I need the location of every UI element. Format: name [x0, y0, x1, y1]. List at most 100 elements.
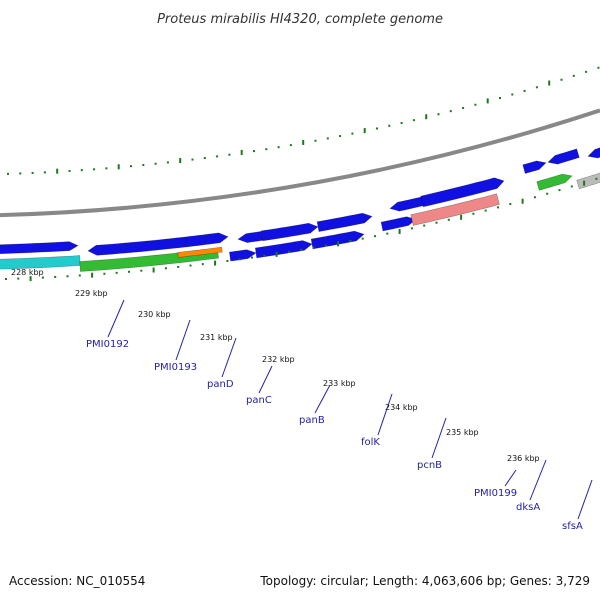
inner-minor-tick [558, 189, 561, 192]
ruler-minor-tick [228, 153, 231, 156]
ruler-major-tick [117, 164, 120, 170]
cds-arrow[interactable] [185, 232, 229, 248]
tick-label-231: 231 kbp [200, 333, 233, 342]
outer-ruler [7, 66, 600, 175]
inner-minor-tick [17, 277, 20, 280]
tick-labels: 228 kbp 229 kbp 230 kbp 231 kbp 232 kbp … [11, 268, 540, 463]
inner-minor-tick [570, 185, 573, 188]
cds-arrow[interactable] [536, 173, 573, 191]
ruler-major-tick [56, 168, 59, 174]
cds-arrow[interactable] [229, 249, 257, 262]
ruler-minor-tick [277, 146, 280, 149]
gene-label-pcnb[interactable]: pcnB [417, 460, 442, 471]
inner-minor-tick [435, 221, 438, 224]
gene-label-folk[interactable]: folK [361, 437, 380, 448]
cds-arrow[interactable] [310, 230, 365, 250]
inner-minor-tick [484, 209, 487, 212]
inner-minor-tick [546, 192, 549, 195]
cds-block[interactable] [177, 246, 223, 258]
cds-arrow[interactable] [587, 145, 600, 159]
ruler-minor-tick [412, 119, 415, 122]
gene-label-dksa[interactable]: dksA [516, 502, 540, 513]
inner-minor-tick [201, 263, 204, 266]
ruler-minor-tick [43, 171, 46, 174]
inner-minor-tick [324, 244, 327, 247]
cds-block[interactable] [576, 170, 600, 190]
tick-label-236: 236 kbp [507, 454, 540, 463]
ruler-minor-tick [253, 150, 255, 153]
ruler-minor-tick [289, 144, 292, 147]
ruler-major-tick [363, 128, 366, 134]
ruler-minor-tick [203, 157, 206, 160]
ruler-minor-tick [462, 106, 465, 109]
cds-arrow[interactable] [547, 148, 580, 165]
accession-text: Accession: NC_010554 [9, 574, 145, 588]
ruler-minor-tick [560, 78, 563, 81]
inner-minor-tick [533, 196, 536, 199]
inner-major-tick [152, 267, 155, 273]
inner-minor-tick [595, 177, 598, 180]
ruler-major-tick [425, 114, 428, 120]
gene-label-panc[interactable]: panC [246, 395, 272, 406]
ruler-minor-tick [449, 110, 452, 113]
cds-block[interactable] [0, 255, 81, 270]
cds-arrow[interactable] [254, 240, 313, 259]
cds-block[interactable] [410, 193, 500, 226]
cds-arrow[interactable] [0, 241, 79, 255]
ruler-minor-tick [130, 165, 132, 168]
cds-arrow[interactable] [389, 196, 426, 212]
label-connector-line [175, 319, 191, 361]
cds-arrow[interactable] [260, 222, 319, 242]
ruler-minor-tick [105, 167, 108, 170]
cds-arrow[interactable] [420, 177, 505, 208]
label-connector-line [314, 384, 331, 414]
ruler-minor-tick [351, 132, 354, 135]
gene-label-pmi0192[interactable]: PMI0192 [86, 339, 129, 350]
inner-major-tick [583, 180, 586, 186]
gene-label-panb[interactable]: panB [299, 415, 325, 426]
inner-minor-tick [374, 235, 376, 238]
inner-major-tick [398, 229, 401, 235]
ruler-minor-tick [597, 66, 600, 69]
gene-label-pand[interactable]: panD [207, 379, 234, 390]
inner-minor-tick [263, 254, 266, 257]
label-connector-line [221, 337, 237, 378]
inner-minor-tick [189, 264, 192, 267]
cds-arrow[interactable] [380, 216, 417, 232]
ruler-minor-tick [68, 169, 71, 172]
label-connector-line [258, 365, 273, 394]
cds-arrow[interactable] [316, 212, 373, 232]
inner-minor-tick [115, 271, 118, 274]
inner-minor-tick [226, 259, 229, 262]
map-title: Proteus mirabilis HI4320, complete genom… [157, 12, 443, 27]
cds-arrow[interactable] [522, 160, 547, 174]
inner-minor-tick [349, 240, 352, 243]
ruler-minor-tick [7, 172, 9, 175]
cds-arrow[interactable] [87, 236, 187, 256]
inner-minor-tick [287, 250, 290, 253]
genome-backbone [0, 108, 600, 218]
gene-label-pmi0199[interactable]: PMI0199 [474, 488, 517, 499]
feature-track [0, 145, 600, 272]
ruler-minor-tick [535, 86, 538, 89]
gene-label-pmi0193[interactable]: PMI0193 [154, 362, 197, 373]
inner-minor-tick [140, 269, 143, 272]
ruler-minor-tick [511, 93, 514, 96]
label-connector-line [529, 459, 547, 501]
inner-minor-tick [164, 267, 167, 270]
ruler-major-tick [486, 98, 489, 104]
gene-label-sfsa[interactable]: sfsA [562, 521, 583, 532]
ruler-minor-tick [216, 155, 219, 158]
ruler-minor-tick [523, 89, 526, 92]
tick-label-229: 229 kbp [75, 289, 108, 298]
inner-major-tick [337, 241, 340, 247]
ruler-minor-tick [437, 113, 440, 116]
inner-minor-tick [177, 265, 180, 268]
inner-minor-tick [54, 275, 57, 278]
inner-major-tick [214, 260, 217, 266]
inner-minor-tick [238, 258, 241, 261]
ruler-minor-tick [19, 172, 22, 175]
label-connector-line [577, 479, 593, 520]
cds-arrow[interactable] [237, 231, 264, 243]
label-connector-line [377, 393, 393, 436]
